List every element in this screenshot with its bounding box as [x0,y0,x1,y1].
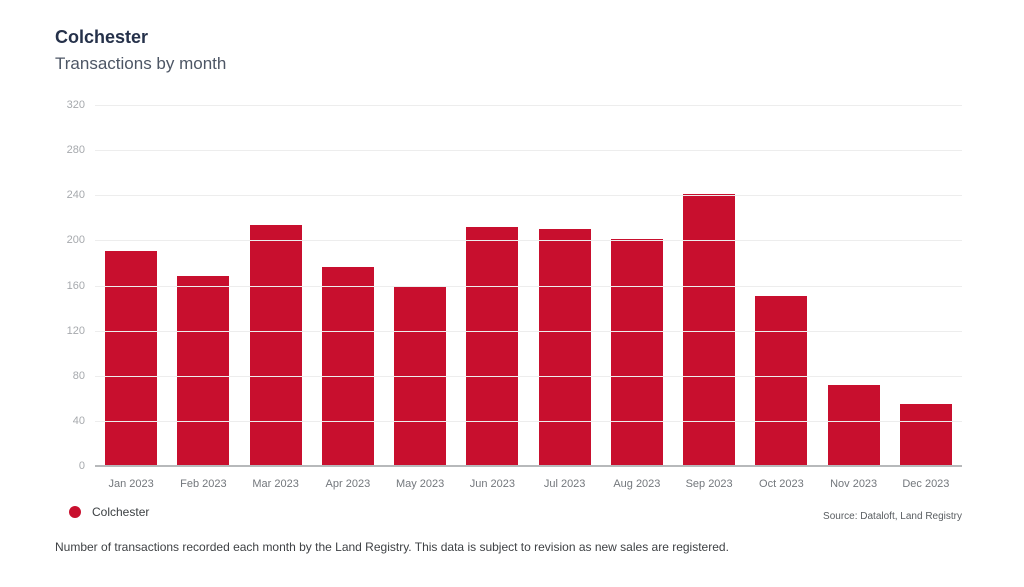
y-tick-label: 120 [66,324,85,337]
chart-caption: Number of transactions recorded each mon… [55,540,729,554]
bar [538,229,591,466]
y-tick-label: 80 [72,369,85,382]
bar [177,276,230,466]
y-tick-label: 320 [66,99,85,111]
source-credit: Source: Dataloft, Land Registry [823,511,962,522]
legend-label: Colchester [92,505,150,519]
bar [321,267,374,466]
x-tick-label: Nov 2023 [830,478,878,490]
bar-slot [167,105,239,466]
bar-slot [890,105,962,466]
bar-slot [312,105,384,466]
gridline [95,420,962,422]
chart-header: Colchester Transactions by month [55,27,226,74]
bar [683,194,736,466]
x-tick-label: Mar 2023 [252,478,299,490]
x-tick-label: Jan 2023 [108,478,154,490]
chart-legend: Colchester [69,505,149,519]
x-tick-label: Apr 2023 [325,478,371,490]
gridline [95,375,962,377]
bar-slot [456,105,528,466]
bar-slot [601,105,673,466]
gridline [95,285,962,287]
x-tick-label: May 2023 [395,478,445,490]
x-axis-labels: Jan 2023 Feb 2023 Mar 2023 Apr 2023 May 2023… [95,477,962,491]
gridline [95,105,962,106]
gridline [95,150,962,152]
bar [899,403,952,466]
y-tick-label: 0 [78,460,85,472]
chart-subtitle: Transactions by month [55,54,227,73]
y-tick-label: 280 [66,144,85,157]
bar [755,295,808,466]
bar-slot [673,105,745,466]
bar [827,384,880,466]
y-axis-labels: 0 40 80 120 160 200 240 280 320 [0,99,85,472]
x-tick-label: Dec 2023 [902,478,950,490]
page-title: Colchester [55,27,149,47]
bar [466,226,519,466]
bar [249,224,302,466]
y-tick-label: 200 [66,234,85,247]
gridline [95,330,962,332]
x-tick-label: Feb 2023 [180,478,227,490]
x-tick-label: Aug 2023 [613,478,661,490]
plot-area [95,105,962,467]
x-tick-label: Jul 2023 [543,478,586,490]
bars-container [95,105,962,466]
bar-chart: 0 40 80 120 160 200 240 280 320 Jan 2023 Feb 2023… [0,99,962,491]
x-tick-label: Jun 2023 [469,478,515,490]
x-tick-label: Sep 2023 [685,478,733,490]
legend-marker-icon [69,506,81,518]
y-tick-label: 160 [66,279,85,292]
y-tick-label: 240 [66,189,85,202]
y-tick-label: 40 [72,414,85,427]
gridline [95,195,962,197]
bar-slot [240,105,312,466]
x-tick-label: Oct 2023 [759,478,804,490]
x-axis-line [95,465,962,467]
bar [610,239,663,466]
bar [105,250,158,466]
bar-slot [818,105,890,466]
bar-slot [745,105,817,466]
gridline [95,240,962,242]
bar-slot [529,105,601,466]
